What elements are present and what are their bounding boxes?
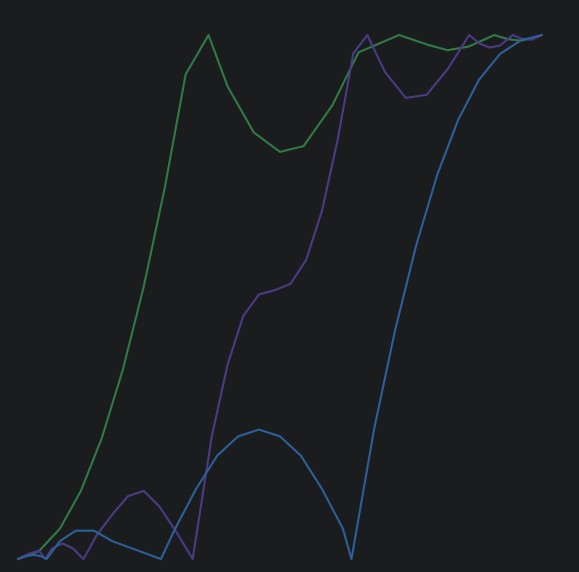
blue-easing-curve [16, 33, 544, 561]
series-layer [16, 33, 544, 561]
green-easing-curve [16, 33, 544, 561]
purple-easing-curve [16, 33, 544, 561]
